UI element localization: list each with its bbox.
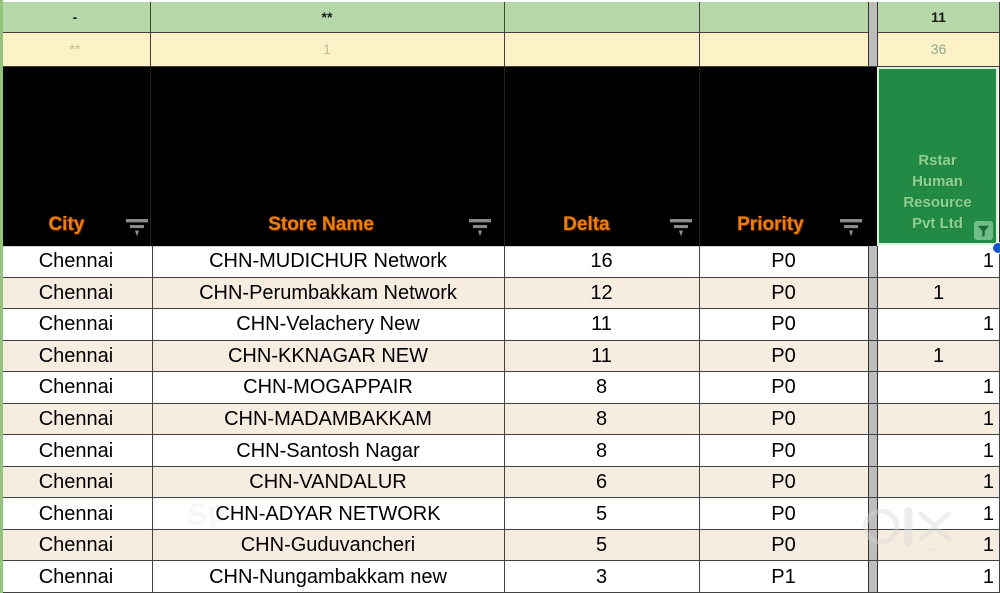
svg-text:INDIA: INDIA bbox=[927, 547, 941, 552]
